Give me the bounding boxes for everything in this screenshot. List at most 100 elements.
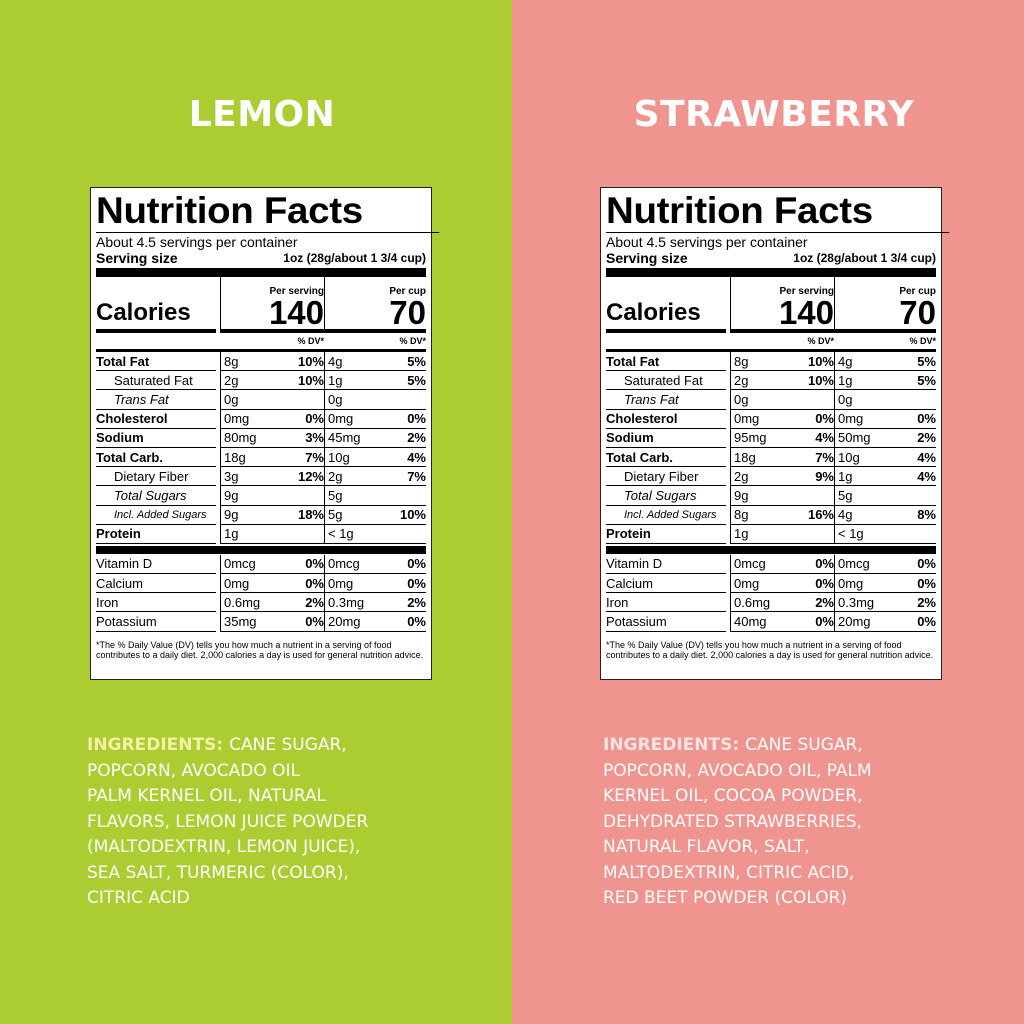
servings-per-container: About 4.5 servings per container: [606, 234, 808, 250]
serving-dv: 10%: [297, 372, 324, 388]
serving-dv: 0%: [305, 556, 324, 572]
nutrient-name: Sodium: [606, 430, 654, 446]
ingredients-line: POPCORN, AVOCADO OIL: [87, 759, 507, 785]
cup-cell: 5g 10%: [324, 505, 426, 525]
cup-amount: < 1g: [328, 526, 354, 542]
cup-amount: 0g: [838, 391, 853, 407]
serving-amount: 95mg: [734, 430, 767, 446]
serving-dv: 10%: [807, 372, 834, 388]
cup-cell: < 1g: [324, 524, 426, 544]
cup-amount: 5g: [328, 507, 343, 523]
flavor-title: STRAWBERRY: [633, 94, 915, 135]
serving-amount: 1g: [224, 526, 239, 542]
serving-cell: 0mcg 0%: [730, 554, 834, 575]
serving-dv: 0%: [305, 575, 324, 591]
cup-amount: 20mg: [328, 614, 361, 630]
serving-dv: 0%: [815, 614, 834, 630]
nutrient-row: Trans Fat 0g 0g: [96, 390, 426, 410]
nutrient-row: Incl. Added Sugars 8g 16% 4g 8%: [606, 505, 936, 525]
cup-cell: 4g 8%: [834, 505, 936, 525]
cup-amount: 45mg: [328, 430, 361, 446]
cup-dv: 5%: [917, 353, 936, 369]
serving-size-row: Serving size 1oz (28g/about 1 3/4 cup): [606, 250, 936, 266]
nutrient-name-cell: Vitamin D: [606, 555, 726, 575]
cup-amount: 5g: [838, 487, 853, 503]
serving-amount: 9g: [224, 487, 239, 503]
serving-amount: 0mg: [734, 575, 760, 591]
nutrient-name-cell: Potassium: [606, 612, 726, 632]
nutrient-row: Total Carb. 18g 7% 10g 4%: [96, 447, 426, 468]
cup-dv: 8%: [917, 507, 936, 523]
cup-dv: 2%: [407, 430, 426, 446]
nutrient-name-cell: Total Fat: [96, 352, 216, 372]
cup-cell: 1g 5%: [834, 371, 936, 391]
nutrient-name: Cholesterol: [606, 411, 678, 427]
nutrient-row: Total Sugars 9g 5g: [96, 486, 426, 506]
cup-dv: 4%: [407, 449, 426, 465]
cup-dv: 0%: [407, 614, 426, 630]
nutrient-row: Potassium 35mg 0% 20mg 0%: [96, 612, 426, 632]
nutrient-name: Total Sugars: [114, 487, 187, 503]
ingredients-line: INGREDIENTS: CANE SUGAR,: [87, 733, 507, 759]
cup-amount: 0mg: [838, 575, 864, 591]
cup-amount: 50mg: [838, 430, 871, 446]
nutrient-name-cell: Sodium: [96, 429, 216, 448]
serving-cell: 0.6mg 2%: [730, 593, 834, 613]
nutrient-row: Total Carb. 18g 7% 10g 4%: [606, 447, 936, 468]
ingredients-line: MALTODEXTRIN, CITRIC ACID,: [603, 861, 1023, 887]
nutrient-name-cell: Cholesterol: [606, 410, 726, 429]
serving-amount: 1g: [734, 526, 749, 542]
serving-cell: 40mg 0%: [730, 612, 834, 632]
ingredients-line: KERNEL OIL, COCOA POWDER,: [603, 784, 1023, 810]
serving-dv: 4%: [815, 430, 834, 446]
nutrient-row: Calcium 0mg 0% 0mg 0%: [96, 574, 426, 594]
per-cup-label: Per cup: [389, 286, 426, 297]
cup-amount: 1g: [838, 468, 853, 484]
cup-amount: 0mg: [838, 411, 864, 427]
calories-label: Calories: [606, 277, 726, 333]
nutrient-name: Dietary Fiber: [114, 468, 189, 484]
nutrient-name: Calcium: [606, 575, 653, 591]
cup-dv: 2%: [917, 430, 936, 446]
cup-dv: 4%: [917, 449, 936, 465]
footnote: *The % Daily Value (DV) tells you how mu…: [96, 639, 424, 661]
nutrient-name-cell: Potassium: [96, 612, 216, 632]
nutrient-row: Dietary Fiber 3g 12% 2g 7%: [96, 467, 426, 487]
cup-cell: 0mg 0%: [324, 574, 426, 594]
nutrient-name: Total Fat: [606, 353, 660, 369]
serving-amount: 0g: [224, 391, 239, 407]
ingredients-text: POPCORN, AVOCADO OIL: [87, 760, 300, 781]
cup-amount: 0mcg: [328, 556, 360, 572]
nutrient-row: Trans Fat 0g 0g: [606, 390, 936, 410]
cup-dv: 0%: [407, 411, 426, 427]
nutrient-row: Calcium 0mg 0% 0mg 0%: [606, 574, 936, 594]
calories-label: Calories: [96, 277, 216, 333]
serving-dv: 0%: [305, 411, 324, 427]
panel: STRAWBERRY Nutrition Facts About 4.5 servi…: [512, 0, 1024, 1024]
cup-cell: 0g: [324, 390, 426, 410]
nutrient-name-cell: Saturated Fat: [96, 371, 216, 391]
cup-dv: 7%: [407, 468, 426, 484]
serving-cell: 9g 18%: [220, 505, 324, 525]
per-cup-label: Per cup: [899, 286, 936, 297]
nutrient-name-cell: Dietary Fiber: [606, 467, 726, 487]
cup-dv: 0%: [407, 575, 426, 591]
cup-amount: 10g: [838, 449, 860, 465]
ingredients-line: INGREDIENTS: CANE SUGAR,: [603, 733, 1023, 759]
nutrient-name: Iron: [96, 594, 119, 610]
ingredients-line: FLAVORS, LEMON JUICE POWDER: [87, 810, 507, 836]
nutrient-row: Protein 1g < 1g: [606, 524, 936, 544]
serving-amount: 8g: [224, 353, 239, 369]
serving-cell: 0g: [730, 390, 834, 410]
ingredients-text: RED BEET POWDER (COLOR): [603, 888, 848, 908]
ingredients-label: INGREDIENTS:: [603, 735, 740, 755]
cup-amount: 5g: [328, 487, 343, 503]
serving-cell: 0.6mg 2%: [220, 593, 324, 613]
cup-cell: 10g 4%: [324, 447, 426, 468]
serving-dv: 0%: [815, 556, 834, 572]
serving-dv: 3%: [305, 430, 324, 446]
nutrient-name: Incl. Added Sugars: [114, 508, 207, 521]
cup-dv: 5%: [407, 372, 426, 388]
nutrient-row: Saturated Fat 2g 10% 1g 5%: [96, 371, 426, 391]
cup-dv: 10%: [399, 507, 426, 523]
